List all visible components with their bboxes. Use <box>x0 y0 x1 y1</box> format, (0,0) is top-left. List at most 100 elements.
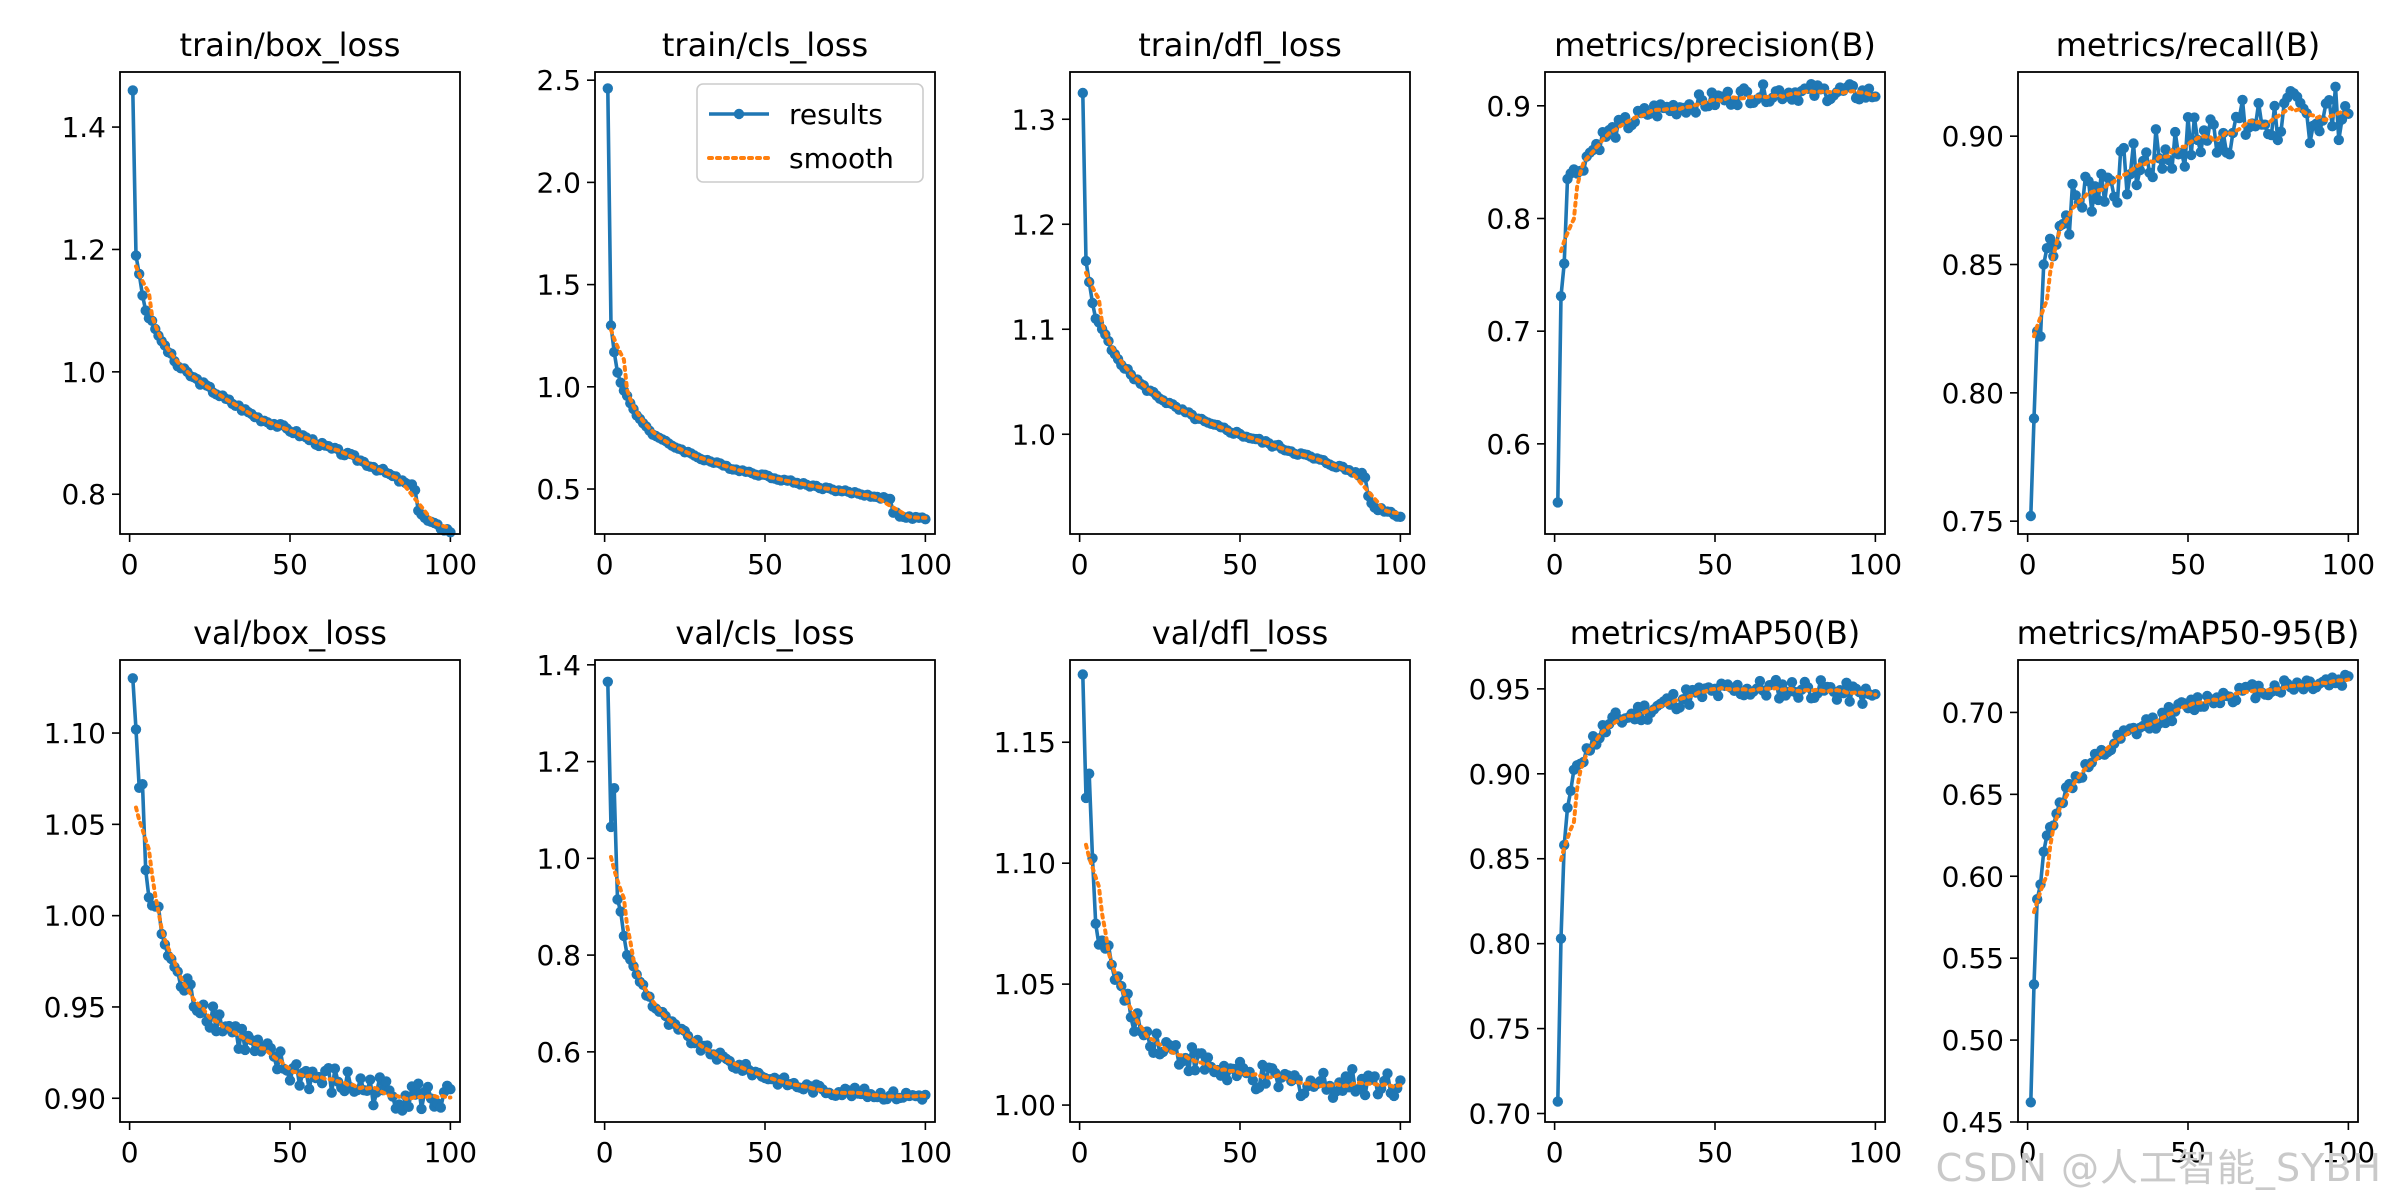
results-point <box>609 346 620 358</box>
results-line <box>2029 673 2350 1103</box>
results-point <box>1774 85 1785 96</box>
y-tick-label: 0.45 <box>1942 1106 2004 1139</box>
results-point <box>1222 1075 1233 1086</box>
x-tick-label: 100 <box>424 548 477 581</box>
results-line <box>131 90 452 534</box>
results-point <box>2166 715 2178 727</box>
results-point <box>1690 107 1702 118</box>
panel-7: val/cls_loss 0 50 100 0.6 0.8 1.0 1.2 1.4 <box>536 614 952 1169</box>
y-tick-label: 0.90 <box>44 1082 106 1115</box>
results-line <box>1556 82 1876 503</box>
y-tick-label: 1.0 <box>61 356 106 389</box>
axes-frame <box>119 659 461 1123</box>
results-point <box>127 85 138 96</box>
results-point <box>1610 132 1621 143</box>
results-point <box>1815 675 1827 686</box>
results-point <box>2179 161 2190 172</box>
smooth-line <box>2032 677 2351 915</box>
panel-title: metrics/recall(B) <box>2056 26 2321 64</box>
x-tick-label: 100 <box>1849 1136 1902 1169</box>
results-point <box>2035 331 2046 342</box>
results-point <box>2067 178 2078 190</box>
y-tick-label: 0.6 <box>1486 428 1531 461</box>
results-point <box>1359 1089 1371 1101</box>
results-point <box>1668 688 1679 700</box>
results-point <box>1639 700 1650 711</box>
results-point <box>1077 87 1089 99</box>
smooth-line <box>609 855 928 1099</box>
axes-frame <box>119 71 461 535</box>
y-tick-label: 1.2 <box>61 233 106 266</box>
results-point <box>1674 702 1685 713</box>
results-point <box>2121 189 2133 200</box>
results-point <box>1090 918 1101 929</box>
results-point <box>2141 147 2152 158</box>
panel-title: val/dfl_loss <box>1152 614 1329 652</box>
results-point <box>214 1009 225 1020</box>
results-point <box>615 377 626 388</box>
y-tick-label: 1.2 <box>536 746 581 779</box>
results-line <box>131 678 452 1113</box>
x-tick-label: 0 <box>1546 548 1564 581</box>
x-tick-label: 100 <box>424 1136 477 1169</box>
results-point <box>605 320 617 331</box>
results-point <box>1340 1071 1352 1082</box>
results-point <box>1741 86 1753 98</box>
results-point <box>1754 675 1766 687</box>
x-tick-label: 100 <box>899 1136 952 1169</box>
y-tick-label: 1.00 <box>994 1089 1056 1122</box>
results-point <box>130 250 142 261</box>
results-point <box>1382 1068 1393 1079</box>
results-point <box>236 1023 248 1035</box>
results-point <box>884 493 896 505</box>
results-point <box>284 1075 296 1086</box>
x-tick-label: 0 <box>596 548 614 581</box>
results-point <box>422 1081 434 1093</box>
results-point <box>1857 698 1868 709</box>
y-tick-label: 1.4 <box>536 649 581 682</box>
x-tick-label: 100 <box>1374 548 1427 581</box>
results-point <box>2150 124 2162 135</box>
y-tick-label: 0.80 <box>1942 377 2004 410</box>
results-point <box>1559 258 1570 269</box>
results-point <box>2112 197 2123 208</box>
results-point <box>2028 413 2040 424</box>
results-point <box>140 864 151 876</box>
results-point <box>1722 86 1734 98</box>
y-tick-label: 1.10 <box>44 717 106 750</box>
panel-title: metrics/mAP50(B) <box>1570 614 1861 652</box>
y-tick-label: 0.5 <box>536 473 581 506</box>
y-tick-label: 1.4 <box>61 111 106 144</box>
panel-1: train/box_loss 0 50 100 0.8 1.0 1.2 1.4 <box>61 26 477 581</box>
y-tick-label: 1.5 <box>536 269 581 302</box>
y-tick-label: 1.05 <box>44 808 106 841</box>
y-tick-label: 0.85 <box>1942 249 2004 282</box>
results-point <box>1084 768 1095 779</box>
smooth-line <box>1084 842 1403 1090</box>
results-point <box>1359 472 1371 483</box>
results-point <box>1732 99 1743 111</box>
results-point <box>2330 81 2341 93</box>
y-tick-label: 0.90 <box>1469 758 1531 791</box>
results-point <box>2038 846 2049 857</box>
results-point <box>403 1101 414 1113</box>
x-tick-label: 0 <box>121 1136 139 1169</box>
results-point <box>1565 785 1576 796</box>
y-tick-label: 1.3 <box>1011 103 1056 136</box>
y-tick-label: 0.70 <box>1942 696 2004 729</box>
results-point <box>1652 111 1663 122</box>
results-point <box>355 1073 366 1084</box>
smooth-line <box>2032 105 2351 339</box>
x-tick-label: 50 <box>1697 548 1733 581</box>
results-point <box>2160 144 2171 155</box>
panel-6: val/box_loss 0 50 100 0.90 0.95 1.00 1.05 1.10 <box>44 614 477 1169</box>
results-point <box>435 1102 446 1113</box>
results-point <box>1170 1040 1182 1051</box>
x-tick-label: 0 <box>2019 1136 2037 1169</box>
results-point <box>1732 679 1743 691</box>
panel-8: val/dfl_loss 0 50 100 1.00 1.05 1.10 1.15 <box>994 614 1427 1169</box>
panel-title: val/box_loss <box>193 614 387 652</box>
results-point <box>2170 126 2181 138</box>
y-tick-label: 1.0 <box>536 371 581 404</box>
results-point <box>1697 691 1708 703</box>
